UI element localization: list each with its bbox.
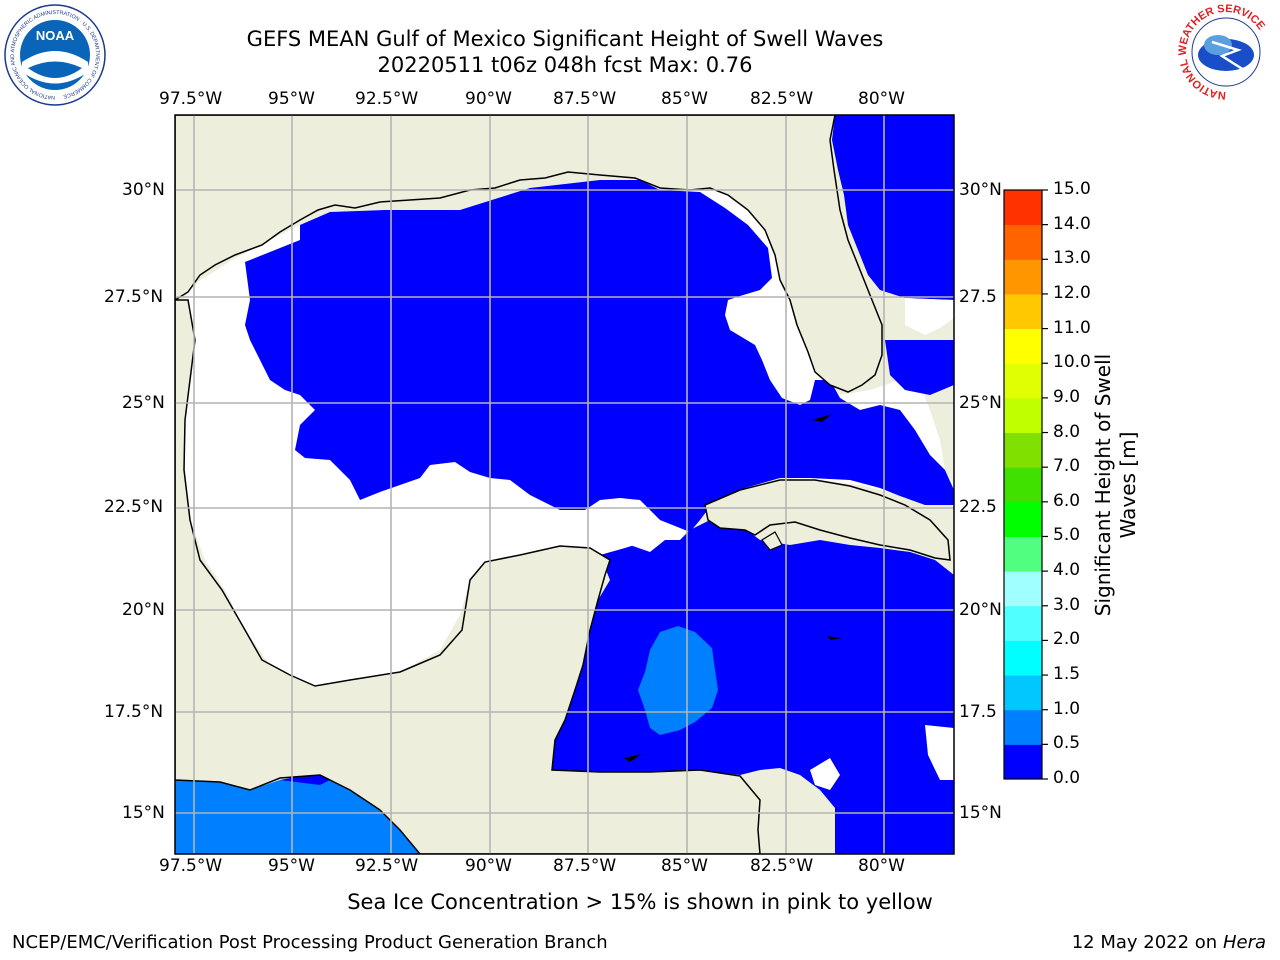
colorbar-band bbox=[1004, 571, 1042, 607]
lon-label: 87.5°W bbox=[553, 89, 617, 109]
graticule bbox=[175, 115, 954, 854]
colorbar-tick-label: 3.0 bbox=[1053, 594, 1081, 615]
colorbar-tick-label: 1.5 bbox=[1053, 664, 1081, 685]
colorbar-tick-label: 14.0 bbox=[1053, 213, 1091, 234]
colorbar-band bbox=[1004, 744, 1042, 780]
lat-label: 27.5 bbox=[959, 287, 997, 307]
colorbar-band bbox=[1004, 605, 1042, 641]
lat-label: 17.5°N bbox=[104, 702, 164, 722]
colorbar-band bbox=[1004, 224, 1042, 260]
colorbar-tick-label: 5.0 bbox=[1053, 525, 1081, 546]
lon-label: 82.5°W bbox=[750, 856, 814, 876]
lat-label: 25°N bbox=[122, 393, 165, 413]
colorbar-label: Significant Height of Swell Waves [m] bbox=[1091, 353, 1140, 617]
colorbar-band bbox=[1004, 397, 1042, 434]
swell-band-0-0.5-atlantic-south bbox=[885, 340, 954, 395]
colorbar-tick-label: 6.0 bbox=[1053, 490, 1081, 511]
colorbar-band bbox=[1004, 432, 1042, 468]
colorbar-band bbox=[1004, 259, 1042, 295]
colorbar-tick-label: 1.0 bbox=[1053, 698, 1081, 719]
colorbar-tick-label: 11.0 bbox=[1053, 317, 1091, 338]
lat-label: 15°N bbox=[959, 803, 1002, 823]
footer-date-text: 12 May 2022 on bbox=[1071, 932, 1218, 953]
lon-label: 95°W bbox=[268, 89, 315, 109]
colorbar-band bbox=[1004, 709, 1042, 745]
mexico-land bbox=[175, 299, 761, 854]
footer-host: Hera bbox=[1222, 932, 1266, 953]
noaa-logo: NOAA NATIONAL OCEANIC AND ATMOSPHERIC AD… bbox=[4, 4, 106, 106]
lat-label: 30°N bbox=[122, 180, 165, 200]
lat-label: 15°N bbox=[122, 803, 165, 823]
nws-logo: NATIONAL WEATHER SERVICE bbox=[1177, 3, 1274, 101]
colorbar-tick-label: 13.0 bbox=[1053, 248, 1091, 269]
lat-label: 20°N bbox=[122, 600, 165, 620]
map-subtitle: 20220511 t06z 048h fcst Max: 0.76 bbox=[377, 53, 753, 77]
map-frame bbox=[174, 114, 955, 855]
mexico-texas-land bbox=[175, 115, 883, 393]
swell-band-0-0.5-gulf bbox=[245, 180, 954, 532]
lat-label: 22.5°N bbox=[104, 497, 164, 517]
lon-label: 97.5°W bbox=[159, 856, 223, 876]
lat-label: 30°N bbox=[959, 180, 1002, 200]
colorbar-band bbox=[1004, 675, 1042, 711]
colorbar-tick-label: 9.0 bbox=[1053, 386, 1081, 407]
colorbar-band bbox=[1004, 190, 1042, 226]
noaa-logo-text: NOAA bbox=[36, 28, 75, 43]
lon-label: 82.5°W bbox=[750, 89, 814, 109]
colorbar-band bbox=[1004, 501, 1042, 537]
colorbar-tick-label: 8.0 bbox=[1053, 421, 1081, 442]
lon-label: 80°W bbox=[858, 89, 905, 109]
map-canvas bbox=[175, 115, 954, 854]
colorbar-band bbox=[1004, 467, 1042, 503]
colorbar-tick-label: 2.0 bbox=[1053, 629, 1081, 650]
lon-label: 85°W bbox=[661, 89, 708, 109]
colorbar bbox=[1003, 189, 1048, 780]
lon-label: 90°W bbox=[465, 856, 512, 876]
lon-label: 92.5°W bbox=[355, 856, 419, 876]
lon-label: 95°W bbox=[268, 856, 315, 876]
lon-label: 87.5°W bbox=[553, 856, 617, 876]
colorbar-band bbox=[1004, 536, 1042, 572]
swell-band-0-0.5-atlantic bbox=[832, 115, 954, 300]
colorbar-tick-label: 7.0 bbox=[1053, 456, 1081, 477]
colorbar-band bbox=[1004, 363, 1042, 399]
colorbar-band bbox=[1004, 328, 1042, 364]
colorbar-tick-label: 0.0 bbox=[1053, 768, 1081, 788]
colorbar-tick-label: 4.0 bbox=[1053, 560, 1081, 581]
lat-label: 17.5 bbox=[959, 702, 997, 722]
colorbar-tick-label: 10.0 bbox=[1053, 352, 1091, 373]
map-title: GEFS MEAN Gulf of Mexico Significant Hei… bbox=[246, 27, 884, 51]
lon-label: 90°W bbox=[465, 89, 512, 109]
sea-ice-note: Sea Ice Concentration > 15% is shown in … bbox=[347, 890, 933, 914]
swell-band-0.5-1.0-pacific bbox=[175, 775, 420, 854]
colorbar-tick-label: 0.5 bbox=[1053, 733, 1081, 754]
lat-label: 20°N bbox=[959, 600, 1002, 620]
cuba-land bbox=[704, 479, 951, 561]
lat-label: 22.5 bbox=[959, 497, 997, 517]
lat-label: 27.5°N bbox=[104, 287, 164, 307]
lon-label: 80°W bbox=[858, 856, 905, 876]
colorbar-frame bbox=[1003, 189, 1043, 780]
lon-label: 97.5°W bbox=[159, 89, 223, 109]
colorbar-band bbox=[1004, 293, 1042, 330]
colorbar-tick-label: 15.0 bbox=[1053, 179, 1091, 199]
footer-date: 12 May 2022 on Hera bbox=[1072, 932, 1266, 953]
colorbar-band bbox=[1004, 640, 1042, 676]
lon-label: 85°W bbox=[661, 856, 708, 876]
swell-band-0-0.5-caribbean bbox=[552, 520, 954, 854]
lat-label: 25°N bbox=[959, 393, 1002, 413]
lon-label: 92.5°W bbox=[355, 89, 419, 109]
colorbar-tick-label: 12.0 bbox=[1053, 282, 1091, 303]
swell-band-0.5-1.0-caribbean bbox=[638, 626, 718, 735]
footer-branch: NCEP/EMC/Verification Post Processing Pr… bbox=[12, 932, 608, 953]
